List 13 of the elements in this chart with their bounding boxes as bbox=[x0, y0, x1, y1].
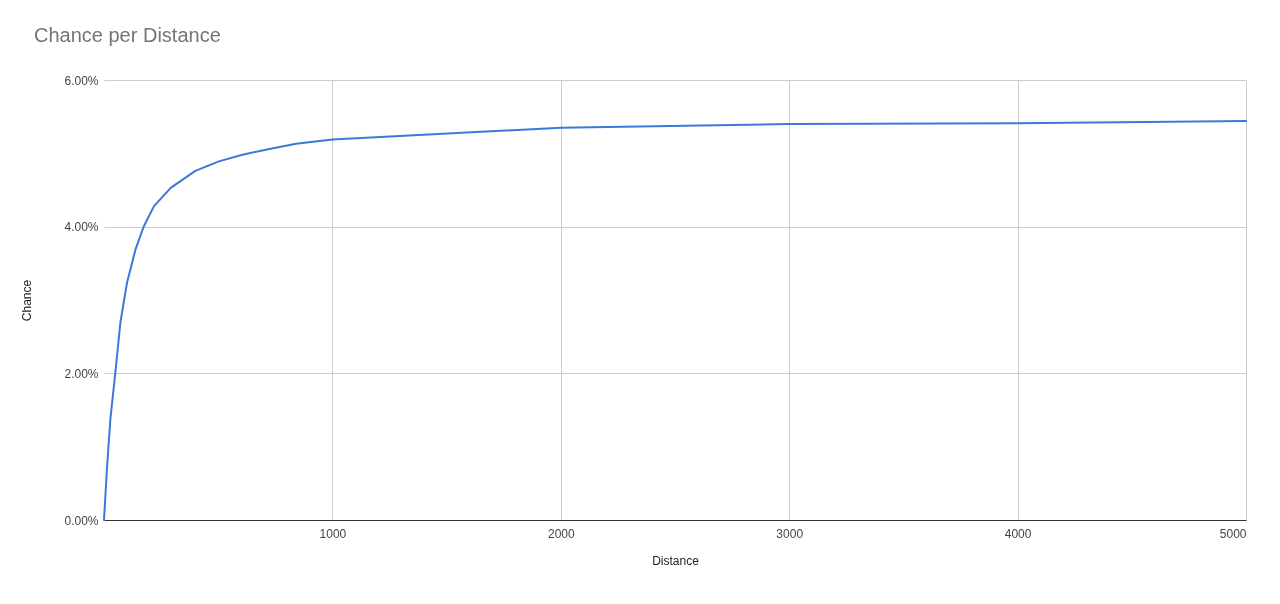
x-tick-label: 3000 bbox=[776, 526, 804, 541]
y-axis-title: Chance bbox=[20, 279, 35, 322]
chart-title: Chance per Distance bbox=[34, 24, 221, 46]
x-tick-label: 2000 bbox=[547, 526, 575, 541]
x-tick-label: 1000 bbox=[319, 526, 347, 541]
x-tick-label: 5000 bbox=[1219, 526, 1247, 541]
y-tick-label: 0.00% bbox=[64, 513, 99, 528]
y-tick-label: 4.00% bbox=[64, 220, 99, 235]
y-tick-label: 6.00% bbox=[64, 73, 99, 88]
x-tick-label: 4000 bbox=[1004, 526, 1032, 541]
line-series bbox=[103, 120, 1247, 521]
y-tick-label: 2.00% bbox=[64, 366, 99, 381]
x-axis-title: Distance bbox=[652, 553, 700, 568]
